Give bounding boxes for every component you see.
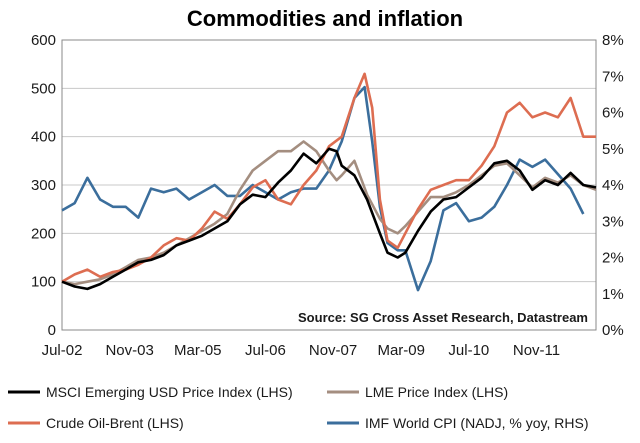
left-tick-label: 200 [31, 225, 56, 242]
left-tick-label: 100 [31, 274, 56, 291]
left-tick-label: 500 [31, 80, 56, 97]
right-tick-label: 1% [602, 286, 624, 303]
legend: MSCI Emerging USD Price Index (LHS) LME P… [8, 384, 589, 431]
x-axis: Jul-02 Nov-03 Mar-05 Jul-06 Nov-07 Mar-09 Jul-… [42, 342, 561, 359]
series-line-0 [61, 147, 597, 291]
x-tick-label: Mar-05 [174, 342, 222, 359]
series-line-2 [61, 72, 596, 283]
right-tick-label: 5% [602, 141, 624, 158]
left-axis: 0 100 200 300 400 500 600 [31, 32, 56, 339]
left-tick-label: 300 [31, 177, 56, 194]
left-tick-label: 600 [31, 32, 56, 49]
series-line-3 [61, 85, 585, 292]
right-tick-label: 2% [602, 250, 624, 267]
x-tick-label: Nov-11 [513, 342, 560, 359]
legend-label: LME Price Index (LHS) [365, 384, 508, 400]
right-tick-label: 6% [602, 105, 624, 122]
series-lines [61, 72, 597, 292]
right-axis: 0% 1% 2% 3% 4% 5% 6% 7% 8% [602, 32, 624, 339]
plot-frame [61, 39, 597, 331]
legend-label: Crude Oil-Brent (LHS) [46, 415, 184, 431]
right-tick-label: 7% [602, 68, 624, 85]
left-tick-label: 0 [48, 322, 56, 339]
series-line-1 [61, 140, 597, 286]
chart-title: Commodities and inflation [187, 6, 463, 31]
x-tick-label: Jul-02 [42, 342, 83, 359]
x-tick-label: Nov-07 [309, 342, 357, 359]
left-tick-label: 400 [31, 129, 56, 146]
legend-label: MSCI Emerging USD Price Index (LHS) [46, 384, 293, 400]
right-tick-label: 0% [602, 322, 624, 339]
x-tick-label: Jul-06 [245, 342, 286, 359]
right-tick-label: 4% [602, 177, 624, 194]
right-tick-label: 8% [602, 32, 624, 49]
x-tick-label: Mar-09 [377, 342, 425, 359]
x-tick-label: Jul-10 [448, 342, 489, 359]
right-tick-label: 3% [602, 213, 624, 230]
source-note: Source: SG Cross Asset Research, Datastr… [298, 310, 588, 325]
legend-label: IMF World CPI (NADJ, % yoy, RHS) [365, 415, 589, 431]
x-tick-label: Nov-03 [105, 342, 153, 359]
gridlines [62, 39, 596, 331]
